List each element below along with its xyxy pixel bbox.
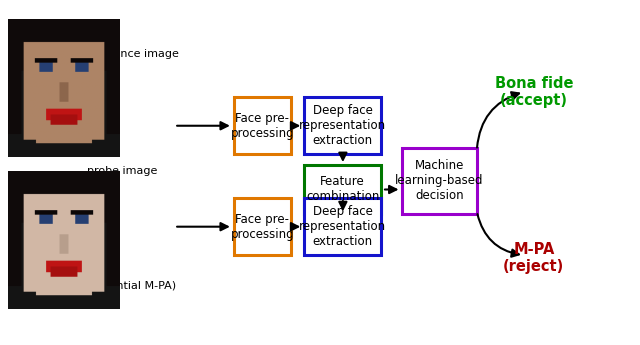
Text: Deep face
representation
extraction: Deep face representation extraction <box>299 205 386 248</box>
Text: reference image: reference image <box>88 49 179 59</box>
FancyBboxPatch shape <box>304 97 381 154</box>
Text: (potential M-PA): (potential M-PA) <box>88 281 177 291</box>
FancyBboxPatch shape <box>234 97 291 154</box>
Text: Deep face
representation
extraction: Deep face representation extraction <box>299 104 386 147</box>
FancyBboxPatch shape <box>304 165 381 214</box>
FancyBboxPatch shape <box>304 198 381 255</box>
Text: probe image: probe image <box>88 166 158 176</box>
Text: Face pre-
processing: Face pre- processing <box>230 112 294 140</box>
Text: Bona fide
(accept): Bona fide (accept) <box>495 76 573 108</box>
FancyBboxPatch shape <box>234 198 291 255</box>
Text: Machine
learning-based
decision: Machine learning-based decision <box>396 159 484 203</box>
FancyBboxPatch shape <box>403 148 477 214</box>
Text: Face pre-
processing: Face pre- processing <box>230 213 294 241</box>
Text: M-PA
(reject): M-PA (reject) <box>503 242 564 274</box>
Text: Feature
combination: Feature combination <box>306 176 380 204</box>
